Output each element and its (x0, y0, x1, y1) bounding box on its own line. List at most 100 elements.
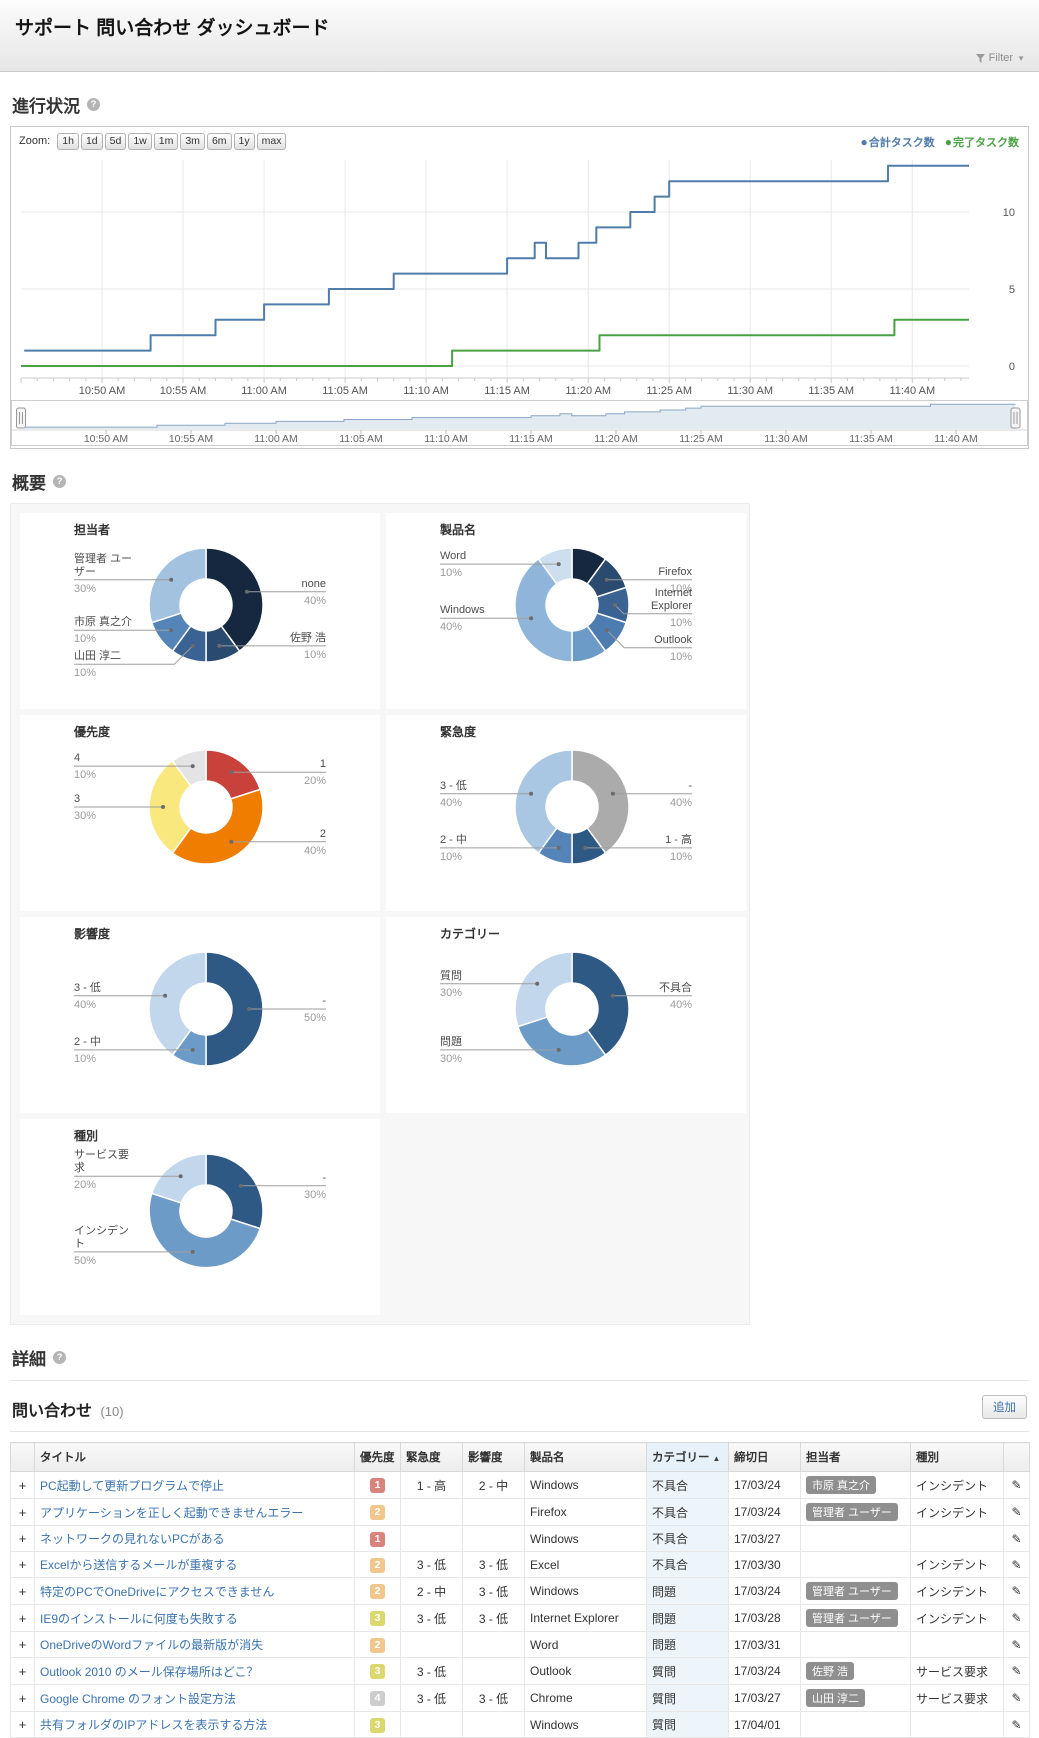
donut-percent: 20% (74, 1179, 97, 1192)
column-header-製品名[interactable]: 製品名 (524, 1442, 647, 1472)
edit-icon[interactable]: ✎ (1003, 1577, 1030, 1605)
row-expander[interactable]: + (10, 1471, 35, 1499)
edit-icon[interactable]: ✎ (1003, 1711, 1030, 1738)
donut-segment[interactable] (205, 1153, 264, 1230)
inquiry-title-link[interactable]: Outlook 2010 のメール保存場所はどこ？ (40, 1664, 259, 1679)
inquiry-title-link[interactable]: PC起動して更新プログラムで停止 (40, 1478, 224, 1493)
add-button[interactable]: 追加 (982, 1395, 1027, 1419)
zoom-button-1d[interactable]: 1d (80, 133, 103, 150)
donut-segment[interactable] (571, 749, 630, 855)
donut-segment[interactable] (171, 749, 207, 788)
donut-segment[interactable] (148, 951, 207, 1057)
legend-item[interactable]: ●合計タスク数 (860, 135, 935, 149)
inquiry-title-link[interactable]: 特定のPCでOneDriveにアクセスできません (40, 1584, 275, 1599)
donut-segment[interactable] (148, 1192, 262, 1269)
help-icon[interactable]: ? (53, 475, 66, 488)
zoom-button-1y[interactable]: 1y (233, 133, 255, 150)
donut-segment[interactable] (516, 1016, 607, 1067)
legend-dot-icon: ● (860, 135, 868, 149)
donut-segment[interactable] (537, 547, 573, 586)
edit-icon[interactable]: ✎ (1003, 1604, 1030, 1632)
donut-percent: 10% (669, 616, 692, 629)
inquiry-title-link[interactable]: 共有フォルダのIPアドレスを表示する方法 (40, 1718, 268, 1732)
donut-segment[interactable] (150, 1153, 207, 1204)
row-expander[interactable]: + (10, 1604, 35, 1632)
donut-label: 3 - 低 (74, 981, 101, 994)
zoom-button-1w[interactable]: 1w (128, 133, 152, 150)
donut-segment[interactable] (148, 547, 207, 624)
inquiry-title-link[interactable]: OneDriveのWordファイルの最新版が消失 (40, 1638, 264, 1652)
category-cell: 問題 (646, 1604, 729, 1632)
donut-segment[interactable] (514, 749, 573, 855)
help-icon[interactable]: ? (53, 1351, 66, 1364)
row-expander[interactable]: + (10, 1684, 35, 1712)
zoom-button-5d[interactable]: 5d (104, 133, 127, 150)
priority-badge: 1 (370, 1531, 385, 1547)
type-cell (910, 1525, 1004, 1552)
navigator-handle-right[interactable] (1010, 407, 1021, 429)
row-expander[interactable]: + (10, 1631, 35, 1658)
chart-navigator[interactable]: 10:50 AM 10:55 AM 11:00 AM 11:05 AM 11:10 AM… (11, 400, 1028, 448)
column-header-カテゴリー[interactable]: カテゴリー ▲ (646, 1442, 729, 1472)
donut-segment[interactable] (571, 951, 630, 1057)
divider (10, 1431, 1029, 1432)
row-expander[interactable]: + (10, 1711, 35, 1738)
inquiry-title-link[interactable]: Excelから送信するメールが重複する (40, 1558, 238, 1572)
donut-percent: 40% (669, 796, 692, 809)
edit-icon[interactable]: ✎ (1003, 1684, 1030, 1712)
connector-dot (535, 981, 540, 986)
donut-segment[interactable] (148, 759, 192, 855)
column-header-担当者[interactable]: 担当者 (800, 1442, 911, 1472)
timeseries-plot[interactable]: 0 5 10 10:50 AM 10:55 AM 11:00 AM 11:05 AM 11:1… (11, 154, 1028, 400)
filter-control[interactable]: Filter ▼ (975, 52, 1025, 64)
category-cell: 問題 (646, 1577, 729, 1605)
inquiry-title-link[interactable]: Google Chrome のフォント設定方法 (40, 1691, 237, 1706)
edit-icon[interactable]: ✎ (1003, 1551, 1030, 1578)
product-cell: Chrome (524, 1684, 647, 1712)
navigator-handle-left[interactable] (16, 407, 26, 429)
row-expander[interactable]: + (10, 1525, 35, 1552)
help-icon[interactable]: ? (87, 98, 100, 111)
legend-item[interactable]: ●完了タスク数 (945, 135, 1019, 149)
edit-icon[interactable]: ✎ (1003, 1498, 1030, 1526)
inquiry-title-link[interactable]: アプリケーションを正しく起動できませんエラー (40, 1505, 304, 1520)
row-expander[interactable]: + (10, 1577, 35, 1605)
donut-percent: 50% (303, 1012, 326, 1024)
edit-icon[interactable]: ✎ (1003, 1657, 1030, 1685)
edit-icon[interactable]: ✎ (1003, 1525, 1030, 1552)
connector-dot (190, 643, 195, 648)
column-header-影響度[interactable]: 影響度 (462, 1442, 525, 1472)
donut-segment[interactable] (205, 951, 264, 1067)
edit-icon[interactable]: ✎ (1003, 1471, 1030, 1499)
donut-percent: 10% (669, 582, 692, 595)
legend-label: 合計タスク数 (868, 137, 935, 149)
donut-segment[interactable] (205, 547, 264, 653)
row-expander[interactable]: + (10, 1551, 35, 1578)
zoom-button-1h[interactable]: 1h (57, 133, 79, 150)
priority-cell: 3 (354, 1711, 401, 1738)
column-header-緊急度[interactable]: 緊急度 (400, 1442, 463, 1472)
column-header-種別[interactable]: 種別 (910, 1442, 1004, 1472)
column-header-締切日[interactable]: 締切日 (728, 1442, 801, 1472)
donut-segment[interactable] (514, 557, 573, 663)
donut-segment[interactable] (171, 788, 264, 865)
row-expander[interactable]: + (10, 1657, 35, 1685)
row-expander[interactable]: + (10, 1498, 35, 1526)
inquiry-title-link[interactable]: ネットワークの見れないPCがある (40, 1532, 225, 1546)
edit-icon[interactable]: ✎ (1003, 1631, 1030, 1658)
donut-segment[interactable] (514, 951, 573, 1028)
series-line[interactable] (21, 318, 969, 367)
zoom-button-1m[interactable]: 1m (153, 133, 179, 150)
inquiry-title-link[interactable]: IE9のインストールに何度も失敗する (40, 1611, 238, 1626)
priority-cell: 2 (354, 1551, 401, 1578)
column-header-優先度[interactable]: 優先度 (354, 1442, 401, 1472)
column-header-タイトル[interactable]: タイトル (34, 1442, 355, 1472)
zoom-button-max[interactable]: max (256, 133, 287, 150)
assignee-cell (800, 1551, 911, 1578)
zoom-button-3m[interactable]: 3m (180, 133, 205, 150)
donut-label: サービス要求 (74, 1149, 129, 1175)
zoom-button-6m[interactable]: 6m (206, 133, 232, 150)
chart-title: 優先度 (74, 725, 111, 739)
category-cell: 質問 (646, 1684, 729, 1712)
series-line[interactable] (24, 164, 969, 352)
